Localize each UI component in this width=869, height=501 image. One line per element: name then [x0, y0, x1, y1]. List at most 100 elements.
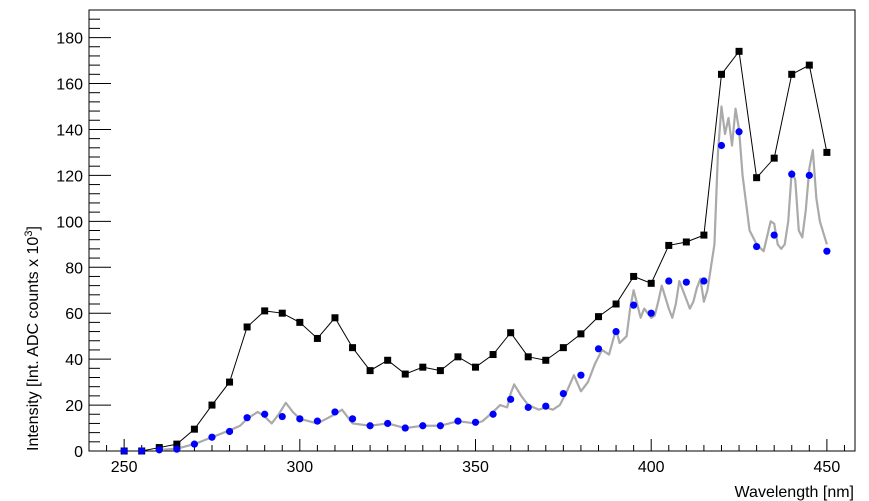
x-tick-label: 450 — [814, 459, 841, 476]
blue-circle-point — [208, 433, 216, 441]
y-tick-label: 20 — [65, 398, 83, 415]
black-square-point — [208, 401, 216, 409]
black-square-point — [612, 300, 620, 308]
black-square-point — [788, 70, 796, 78]
black-square-point — [313, 334, 321, 342]
x-tick-label: 300 — [286, 459, 313, 476]
y-tick-label: 180 — [56, 31, 83, 48]
black-square-point — [261, 307, 269, 315]
black-square-point — [717, 70, 725, 78]
plot-frame — [88, 9, 856, 452]
black-square-point — [753, 174, 761, 182]
black-square-point — [735, 47, 743, 55]
black-square-point — [173, 440, 181, 448]
black-square-point — [454, 353, 462, 361]
y-tick-label: 120 — [56, 168, 83, 185]
y-tick-label: 0 — [74, 444, 83, 461]
blue-circle-point — [559, 389, 567, 398]
black-square-point — [647, 279, 655, 287]
black-square-point — [278, 309, 286, 317]
blue-circle-point — [454, 417, 462, 425]
y-axis-title: Intensity [Int. ADC counts x 103] — [23, 226, 42, 451]
blue-circle-point — [805, 171, 813, 179]
black-square-point — [542, 356, 550, 364]
blue-circle-point — [753, 242, 761, 251]
blue-circle-point — [278, 412, 286, 421]
series-layer — [120, 47, 831, 455]
blue-circle-point — [261, 410, 269, 418]
black-square-point — [190, 425, 198, 433]
black-square-point — [577, 330, 585, 338]
x-tick-label: 350 — [462, 459, 489, 476]
y-axis-title-sup: 3 — [23, 231, 35, 237]
blue-circle-point — [419, 422, 427, 430]
blue-circle-point — [717, 141, 726, 150]
blue-circle-point — [594, 345, 603, 353]
blue-circle-point — [647, 309, 655, 317]
y-tick-label: 60 — [65, 306, 83, 323]
blue-circle-point — [577, 371, 585, 379]
x-tick-label: 250 — [111, 459, 138, 476]
blue-circle-point — [138, 447, 146, 455]
black-square-point — [630, 272, 638, 280]
black-square-point — [594, 313, 602, 321]
blue-circle-point — [384, 419, 392, 428]
blue-circle-point — [155, 446, 163, 454]
blue-circle-point — [173, 445, 181, 453]
black-square-point — [331, 314, 339, 322]
blue-circle-point — [366, 422, 374, 430]
y-tick-label: 160 — [56, 77, 83, 94]
y-tick-label: 40 — [65, 352, 83, 369]
black-square-point — [507, 329, 515, 337]
blue-circle-point — [243, 414, 251, 422]
y-axis-title-main: Intensity [Int. ADC counts x 10 — [25, 237, 42, 451]
blue-circle-point — [542, 402, 550, 410]
black-square-point — [366, 367, 374, 375]
blue-circle-point — [700, 277, 708, 285]
y-tick-label: 100 — [56, 214, 83, 231]
blue-circle-point — [788, 170, 796, 178]
blue-circle-point — [823, 247, 831, 255]
black-square-point — [349, 344, 357, 352]
black-square-point — [419, 363, 427, 371]
black-square-point — [823, 148, 831, 156]
black-square-point — [472, 363, 480, 371]
black-square-point — [805, 61, 813, 69]
black-square-point — [401, 370, 409, 378]
blue-circle-point — [225, 427, 234, 436]
black-square-point — [436, 367, 444, 375]
blue-circle-point — [507, 395, 515, 403]
blue-circle-point — [770, 231, 778, 239]
black-square-point — [489, 351, 497, 359]
x-tick-label: 400 — [638, 459, 665, 476]
black-square-point — [770, 154, 778, 162]
blue-circle-point — [120, 447, 128, 455]
blue-circle-point — [401, 424, 409, 432]
y-axis-title-end: ] — [25, 226, 42, 230]
black-square-point — [700, 231, 708, 239]
gray-spectrum-line — [159, 105, 828, 451]
blue-circle-point — [524, 403, 532, 411]
black-square-point — [384, 356, 392, 364]
blue-circle-point — [190, 440, 199, 448]
blue-circle-point — [348, 415, 357, 423]
black-square-point — [665, 241, 673, 249]
blue-circle-point — [296, 415, 304, 423]
blue-circle-point — [735, 128, 743, 136]
blue-circle-point — [630, 301, 638, 309]
blue-circle-point — [682, 278, 690, 286]
black-square-point — [243, 323, 251, 331]
blue-circle-point — [331, 408, 339, 416]
blue-circle-point — [489, 410, 497, 418]
black-square-point — [524, 353, 532, 361]
black-square-point — [682, 238, 690, 246]
blue-circle-point — [313, 417, 321, 425]
y-tick-label: 80 — [65, 260, 83, 277]
x-axis-title: Wavelength [nm] — [735, 484, 854, 501]
blue-circle-point — [612, 327, 620, 336]
blue-circle-point — [665, 277, 673, 285]
x-axis: 250 300 350 400 450 — [106, 439, 845, 476]
y-axis: 0 20 40 60 80 100 120 140 160 180 — [56, 18, 111, 461]
black-square-point — [296, 318, 304, 326]
